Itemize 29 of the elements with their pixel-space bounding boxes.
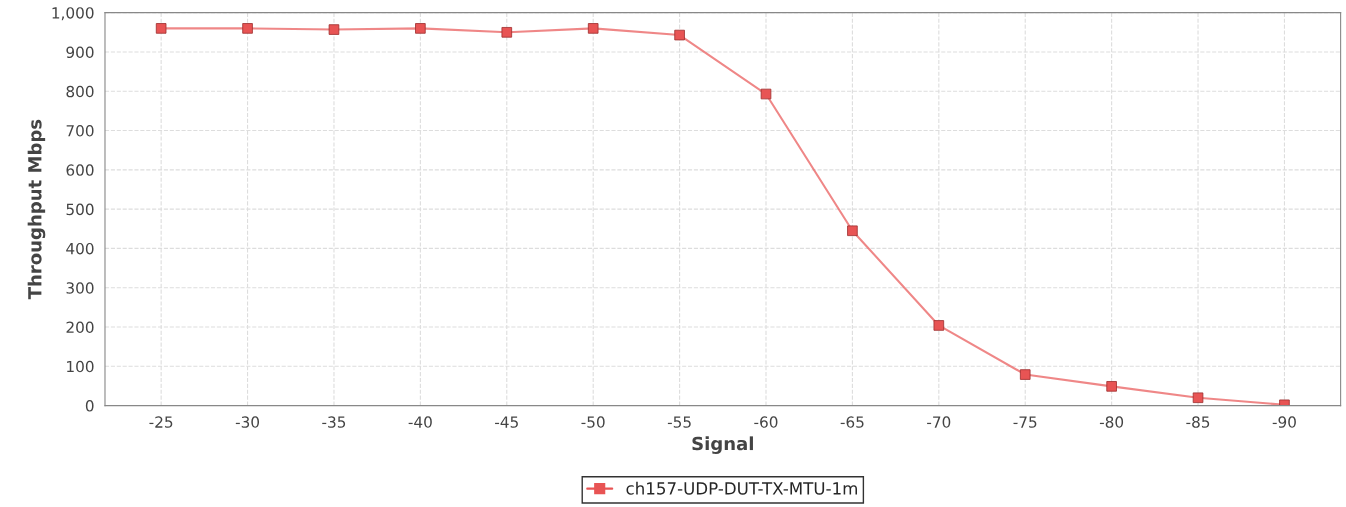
y-tick-label: 300 bbox=[66, 282, 94, 294]
x-tick-label: -40 bbox=[408, 416, 432, 428]
y-tick-label: 800 bbox=[66, 85, 94, 98]
point bbox=[1192, 392, 1204, 404]
y-tick-label: 600 bbox=[66, 164, 94, 176]
x-tick-label: -45 bbox=[495, 416, 518, 428]
y-tick-label: 900 bbox=[66, 46, 94, 58]
y-tick-label: 200 bbox=[66, 321, 94, 334]
x-tick-label: -80 bbox=[1099, 416, 1124, 428]
x-tick-label: -85 bbox=[1186, 416, 1210, 428]
x-tick-label: -65 bbox=[840, 416, 864, 428]
x-tick-label: -70 bbox=[927, 416, 951, 428]
y-tick-label: 0 bbox=[85, 400, 94, 412]
y-tick-label: 400 bbox=[66, 242, 94, 255]
x-tick-label: -50 bbox=[581, 416, 605, 428]
x-tick-label: -90 bbox=[1272, 416, 1296, 428]
x-tick-label: -30 bbox=[235, 416, 260, 428]
y-tick-label: 500 bbox=[66, 203, 94, 216]
y-axis-title: Throughput Mbps bbox=[27, 119, 46, 300]
x-tick-label: -25 bbox=[149, 416, 173, 428]
x-tick-label: -55 bbox=[667, 416, 691, 428]
x-tick-label: -35 bbox=[322, 416, 346, 428]
x-axis-title: Signal bbox=[692, 436, 753, 454]
legend-label: ch157-UDP-DUT-TX-MTU-1m bbox=[626, 481, 857, 495]
x-tick-label: -75 bbox=[1013, 416, 1037, 428]
y-tick-label: 1,000 bbox=[52, 7, 94, 21]
y-tick-label: 100 bbox=[67, 360, 94, 373]
y-tick-label: 700 bbox=[66, 125, 94, 137]
x-tick-label: -60 bbox=[754, 416, 778, 428]
